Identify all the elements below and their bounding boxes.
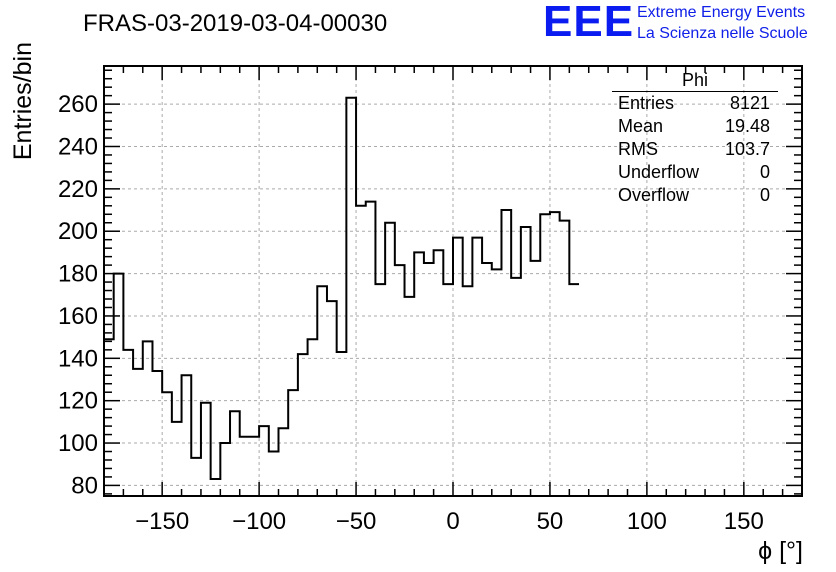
y-tick-label: 240 [58,133,98,160]
stats-value: 103.7 [724,139,770,159]
stats-label: Mean [618,116,664,136]
y-tick-label: 180 [58,261,98,288]
stats-row: Underflow 0 [612,161,778,184]
y-tick-label: 80 [71,472,98,499]
stats-box: Phi Entries 8121 Mean 19.48 RMS 103.7 Un… [612,70,778,207]
stats-row: Overflow 0 [612,184,778,207]
y-tick-label: 120 [58,388,98,415]
eee-logo-line2: La Scienza nelle Scuole [637,25,808,42]
y-axis-title: Entries/bin [9,42,37,160]
stats-row: Mean 19.48 [612,115,778,138]
x-tick-label: 50 [537,508,564,535]
stats-label: Entries [618,93,675,113]
eee-logo-line1: Extreme Energy Events [637,4,806,21]
axis-ticks [103,66,803,496]
x-tick-label: 100 [627,508,667,535]
y-tick-label: 200 [58,218,98,245]
histogram-series-phi [104,96,580,481]
stats-row: Entries 8121 [612,92,778,115]
y-tick-label: 220 [58,176,98,203]
x-tick-label: 0 [446,508,459,535]
x-tick-label: −150 [135,508,189,535]
x-tick-label: −100 [232,508,286,535]
stats-label: Overflow [618,185,690,205]
grid [104,66,802,496]
stats-label: Underflow [618,162,700,182]
eee-logo: EEE [543,0,635,46]
stats-label: RMS [618,139,658,159]
y-tick-label: 260 [58,91,98,118]
x-tick-label: −50 [336,508,377,535]
y-tick-label: 100 [58,430,98,457]
chart-title: FRAS-03-2019-03-04-00030 [83,10,388,37]
x-axis-title: ϕ [°] [758,537,803,565]
x-tick-label: 150 [724,508,764,535]
stats-value: 19.48 [724,116,770,136]
stats-box-name: Phi [612,70,778,92]
x-tick-labels: −150 −100 −50 0 50 100 150 [135,508,764,535]
y-tick-label: 160 [58,303,98,330]
plot-frame [103,65,803,497]
y-tick-label: 140 [58,345,98,372]
stats-value: 8121 [729,93,770,113]
stats-value: 0 [759,162,770,182]
stats-value: 0 [759,185,770,205]
stats-row: RMS 103.7 [612,138,778,161]
y-tick-labels: 80 100 120 140 160 180 200 220 240 260 [58,91,98,499]
